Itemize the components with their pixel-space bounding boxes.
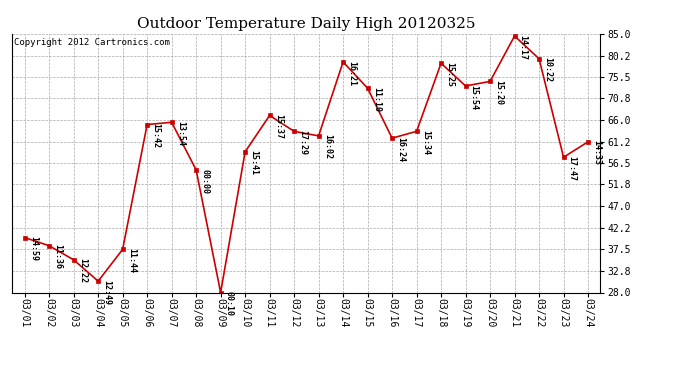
Text: 15:41: 15:41 [249,150,258,176]
Text: 16:24: 16:24 [396,137,405,162]
Text: 14:33: 14:33 [592,140,601,165]
Text: 15:25: 15:25 [445,62,454,87]
Text: Copyright 2012 Cartronics.com: Copyright 2012 Cartronics.com [14,38,170,46]
Text: 11:44: 11:44 [127,248,136,273]
Text: 15:54: 15:54 [470,85,479,109]
Text: 10:22: 10:22 [543,57,552,82]
Text: 13:54: 13:54 [176,121,185,146]
Text: 16:02: 16:02 [323,135,332,159]
Text: 00:00: 00:00 [200,168,209,194]
Text: 16:21: 16:21 [347,60,356,86]
Text: 15:37: 15:37 [274,114,283,139]
Text: 17:47: 17:47 [568,156,577,181]
Text: 15:42: 15:42 [151,123,160,148]
Text: 15:20: 15:20 [494,80,503,105]
Text: 14:59: 14:59 [29,236,38,261]
Text: 12:49: 12:49 [102,280,111,305]
Text: 11:36: 11:36 [53,244,62,269]
Title: Outdoor Temperature Daily High 20120325: Outdoor Temperature Daily High 20120325 [137,17,475,31]
Text: 11:10: 11:10 [372,87,381,112]
Text: 14:17: 14:17 [519,34,528,60]
Text: 17:29: 17:29 [298,130,307,155]
Text: 00:10: 00:10 [225,291,234,316]
Text: 15:34: 15:34 [421,130,430,155]
Text: 12:22: 12:22 [78,258,87,284]
